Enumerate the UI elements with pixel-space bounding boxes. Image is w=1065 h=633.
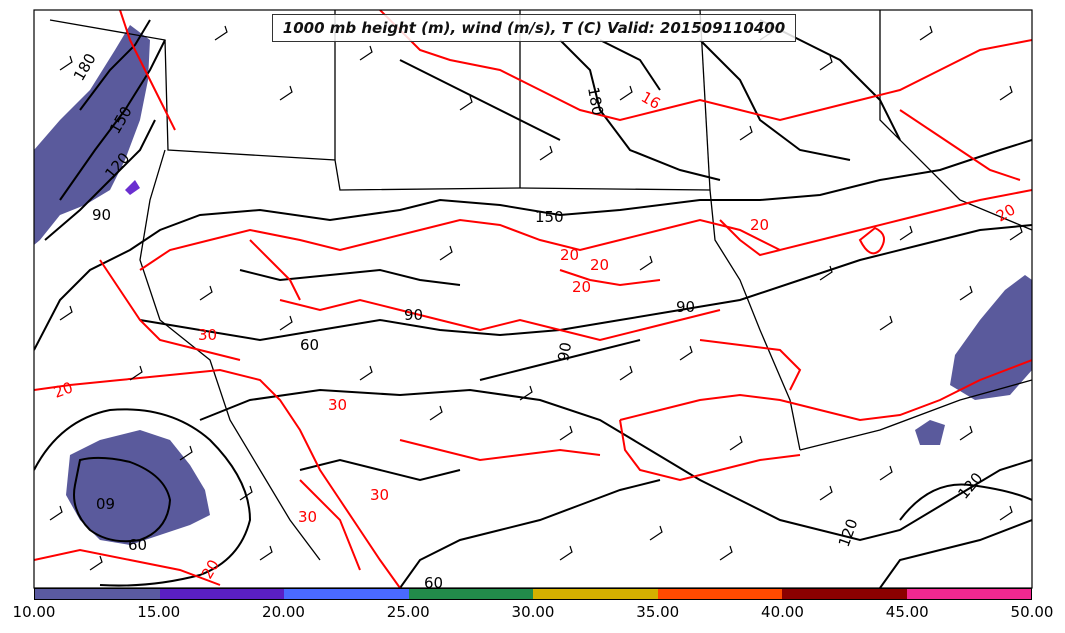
colorbar-segment <box>657 589 782 599</box>
colorbar-segment <box>408 589 533 599</box>
colorbar-segment <box>906 589 1031 599</box>
svg-text:20: 20 <box>572 278 591 296</box>
colorbar-tick-label: 20.00 <box>262 603 305 621</box>
svg-text:180: 180 <box>584 86 607 117</box>
colorbar-segment <box>533 589 658 599</box>
colorbar-tick-label: 50.00 <box>1010 603 1054 621</box>
temperature-contours <box>34 10 1032 588</box>
colorbar-tick-label: 10.00 <box>12 603 56 621</box>
svg-text:20: 20 <box>590 256 609 274</box>
colorbar-segment <box>159 589 284 599</box>
svg-text:90: 90 <box>92 206 111 224</box>
svg-text:150: 150 <box>535 208 564 226</box>
svg-text:20: 20 <box>750 216 769 234</box>
colorbar-tick-label: 25.00 <box>386 603 430 621</box>
colorbar-segment <box>782 589 907 599</box>
svg-text:90: 90 <box>554 341 575 363</box>
svg-text:60: 60 <box>424 574 443 592</box>
map-title: 1000 mb height (m), wind (m/s), T (C) Va… <box>272 14 796 42</box>
colorbar-tick-label: 40.00 <box>761 603 804 621</box>
svg-text:30: 30 <box>328 396 347 414</box>
colorbar-tick-label: 30.00 <box>511 603 555 621</box>
svg-text:90: 90 <box>404 306 423 324</box>
svg-text:60: 60 <box>128 536 147 554</box>
svg-text:60: 60 <box>96 494 115 512</box>
colorbar-segment <box>35 589 160 599</box>
colorbar-tick-label: 45.00 <box>885 603 929 621</box>
svg-text:20: 20 <box>560 246 579 264</box>
svg-text:90: 90 <box>676 298 695 316</box>
svg-text:20: 20 <box>51 378 75 401</box>
svg-text:60: 60 <box>300 336 319 354</box>
colorbar-tick-label: 35.00 <box>636 603 680 621</box>
svg-text:30: 30 <box>298 508 317 526</box>
svg-text:30: 30 <box>198 326 217 344</box>
svg-text:30: 30 <box>370 486 389 504</box>
colorbar-segment <box>284 589 409 599</box>
height-contours <box>34 19 1032 588</box>
colorbar-tick-label: 15.00 <box>137 603 181 621</box>
colorbar <box>34 588 1032 600</box>
wind-barbs <box>49 25 1023 571</box>
